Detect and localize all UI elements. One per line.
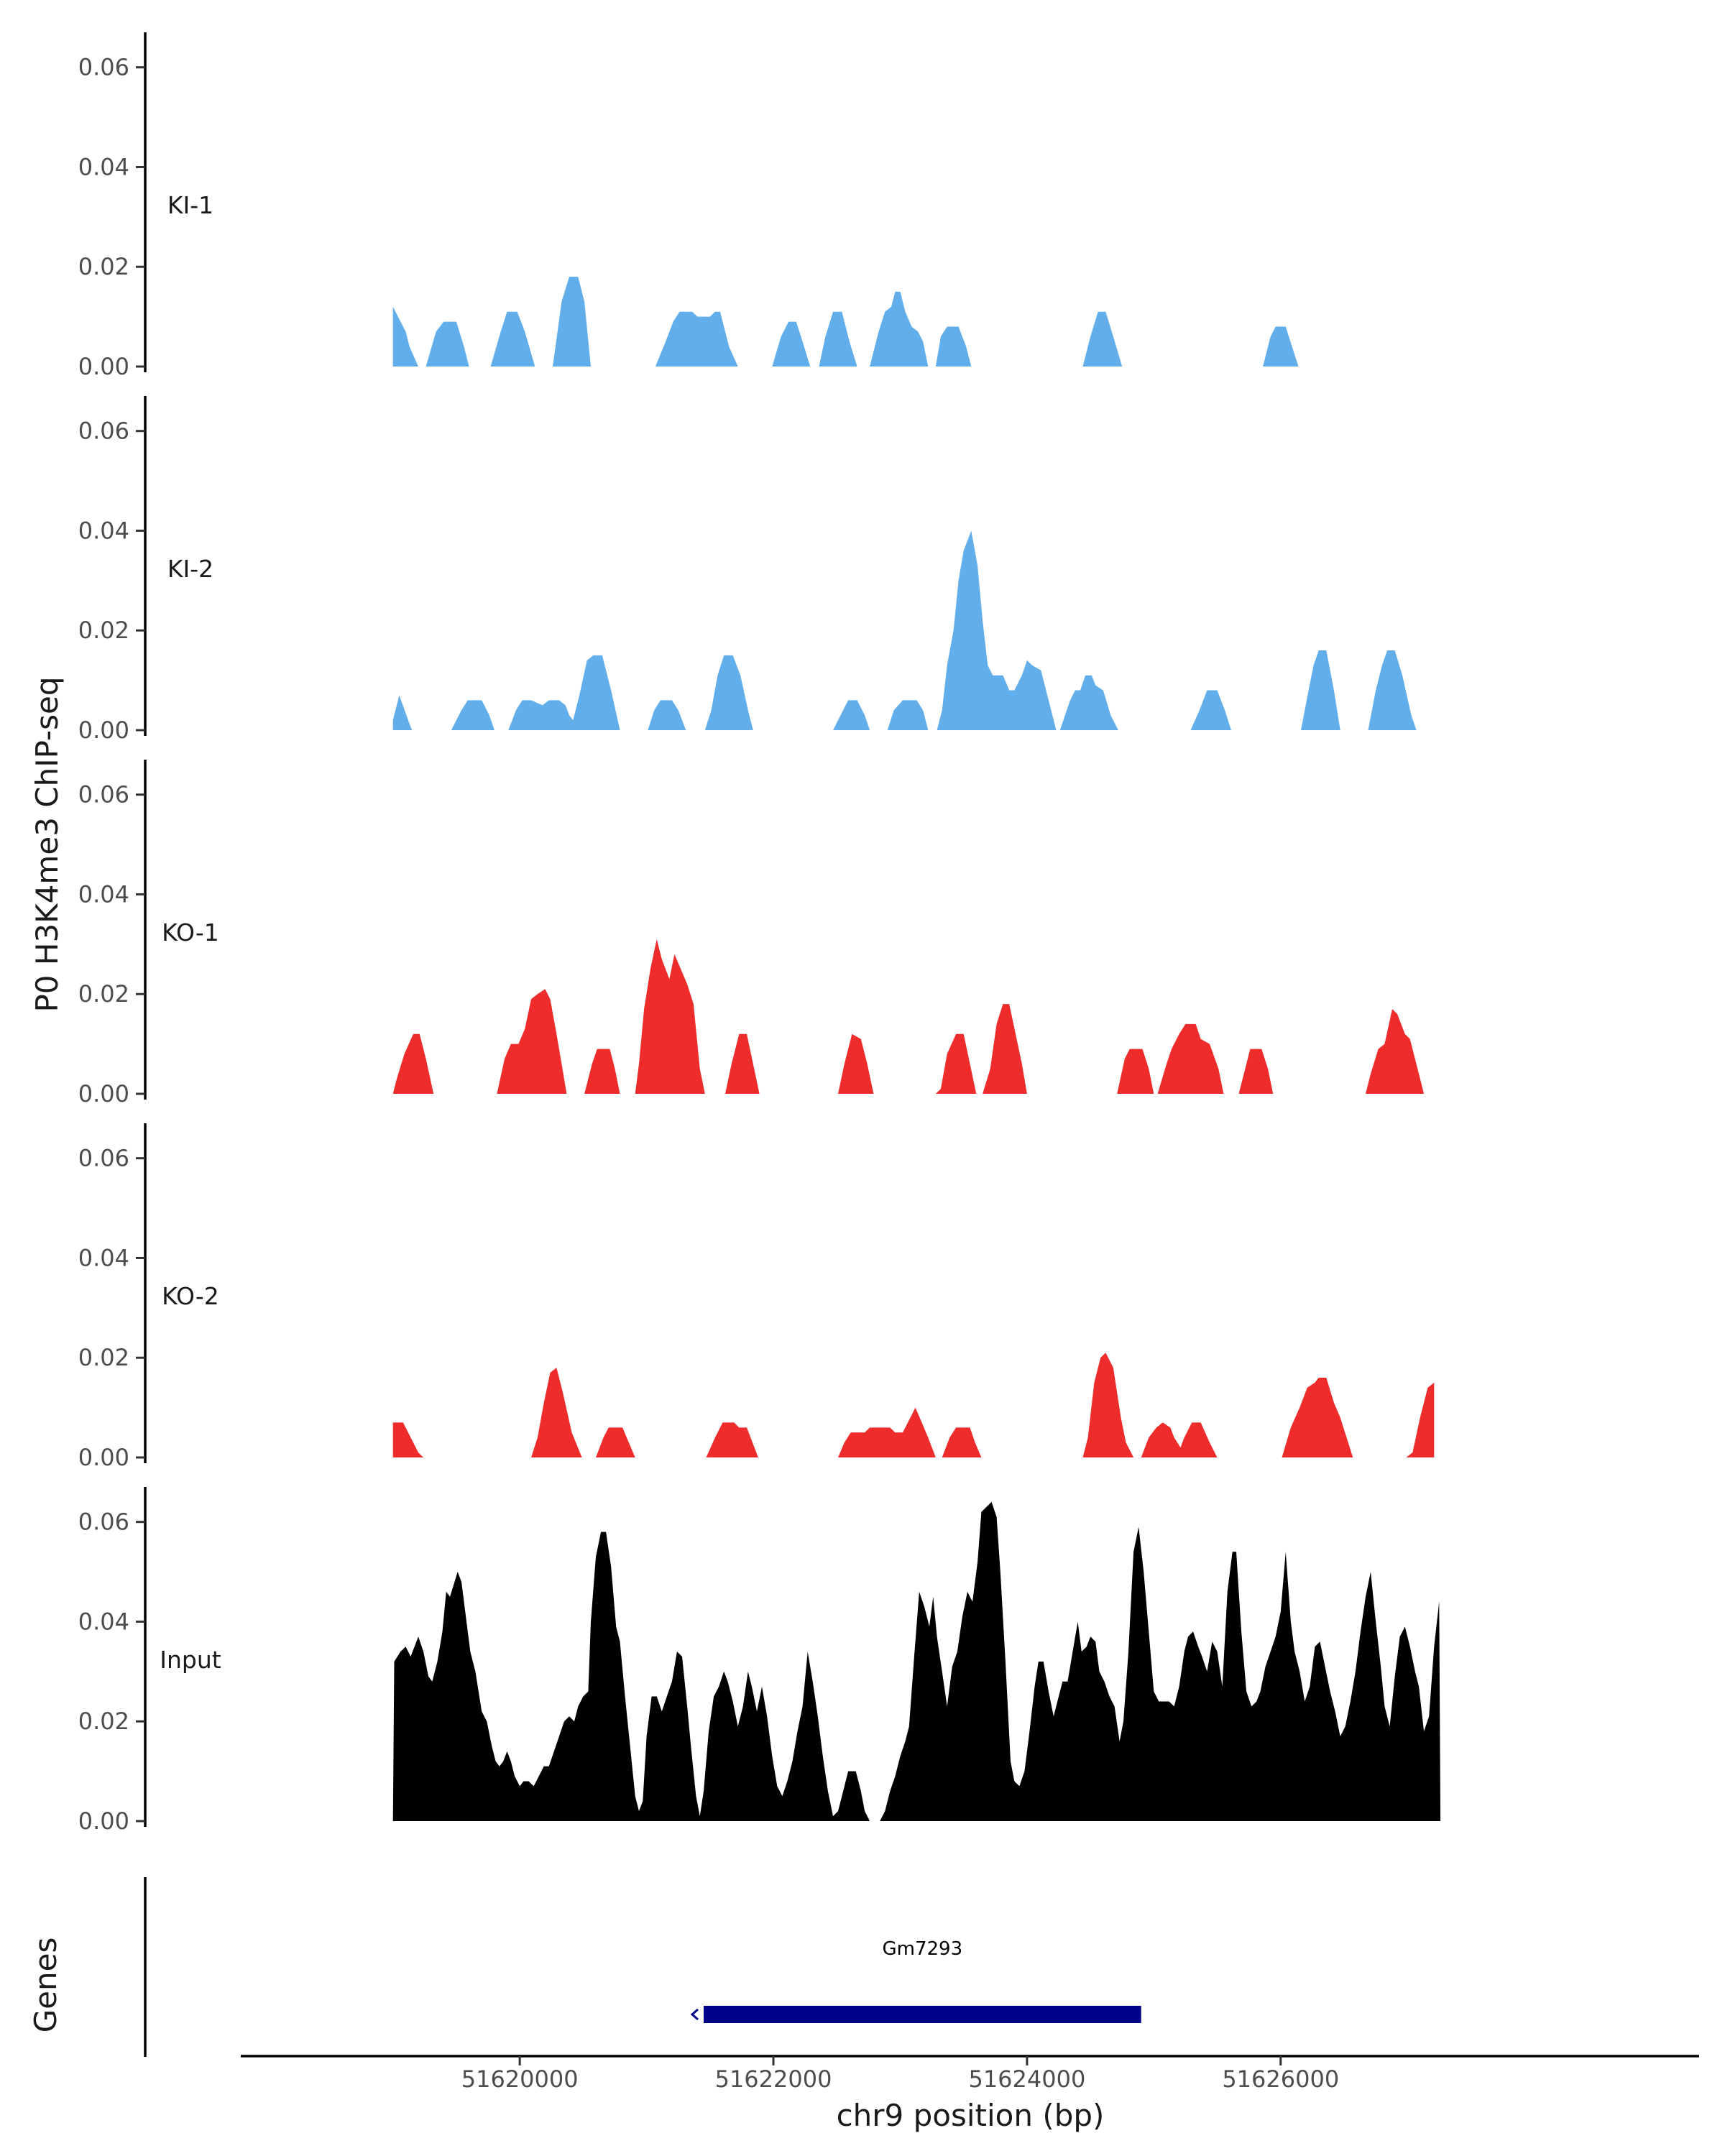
y-tick-label: 0.02 (78, 1708, 129, 1735)
signal-area-input (392, 1501, 1441, 1821)
gene-panel: Genes Gm7293 (28, 1877, 1141, 2057)
track-label: KO-1 (162, 918, 219, 946)
x-tick-label: 51620000 (461, 2065, 579, 2093)
gene-name: Gm7293 (883, 1938, 963, 1960)
y-axis-title: P0 H3K4me3 ChIP-seq (29, 676, 65, 1012)
x-tick-label: 51624000 (968, 2065, 1085, 2093)
gene-body (703, 2006, 1141, 2023)
y-tick-label: 0.06 (78, 418, 129, 445)
gene-model: Gm7293 (690, 1938, 1141, 2023)
track-label: Input (160, 1646, 221, 1674)
track-input: 0.00 0.02 0.04 0.06 Input (78, 1487, 1441, 1835)
y-tick-label: 0.00 (78, 1807, 129, 1835)
track-ko-1: 0.00 0.02 0.04 0.06 KO-1 (78, 760, 1425, 1107)
y-tick-label: 0.06 (78, 1508, 129, 1536)
signal-area-ko-2 (392, 1353, 1435, 1457)
x-axis-title: chr9 position (bp) (837, 2098, 1105, 2133)
track-ki-1: 0.00 0.02 0.04 0.06 KI-1 (78, 32, 1299, 380)
y-tick-label: 0.06 (78, 1145, 129, 1172)
y-tick-label: 0.04 (78, 517, 129, 544)
y-tick-label: 0.02 (78, 980, 129, 1008)
x-ticks: 51620000 51622000 51624000 51626000 (461, 2056, 1339, 2093)
y-tick-label: 0.04 (78, 880, 129, 908)
gene-models: Gm7293 (690, 1938, 1141, 2023)
y-tick-label: 0.00 (78, 1444, 129, 1471)
track-label: KI-2 (167, 555, 213, 583)
y-tick-label: 0.00 (78, 353, 129, 380)
x-tick-label: 51626000 (1222, 2065, 1339, 2093)
x-tick-label: 51622000 (715, 2065, 832, 2093)
track-label: KO-2 (162, 1282, 219, 1310)
strand-arrow-icon (690, 2008, 699, 2021)
signal-area-ki-2 (392, 530, 1417, 730)
x-axis: 51620000 51622000 51624000 51626000 chr9 po… (241, 2055, 1699, 2133)
track-ki-2: 0.00 0.02 0.04 0.06 KI-2 (78, 396, 1417, 744)
signal-area-ki-1 (392, 277, 1299, 367)
track-label: KI-1 (167, 191, 213, 219)
track-ko-2: 0.00 0.02 0.04 0.06 KO-2 (78, 1123, 1435, 1471)
y-tick-label: 0.02 (78, 253, 129, 280)
y-tick-label: 0.02 (78, 617, 129, 644)
y-tick-label: 0.00 (78, 1080, 129, 1107)
y-tick-label: 0.00 (78, 717, 129, 744)
y-tick-label: 0.04 (78, 1244, 129, 1271)
gene-track-label: Genes (28, 1938, 63, 2033)
y-tick-label: 0.04 (78, 1608, 129, 1635)
signal-area-ko-1 (392, 939, 1425, 1094)
y-tick-label: 0.02 (78, 1344, 129, 1371)
y-tick-label: 0.06 (78, 54, 129, 81)
track-panels: 0.00 0.02 0.04 0.06 KI-1 0.00 0.02 0.04 0.06 KI-2… (78, 32, 1441, 1835)
y-tick-label: 0.06 (78, 781, 129, 808)
y-tick-label: 0.04 (78, 153, 129, 180)
